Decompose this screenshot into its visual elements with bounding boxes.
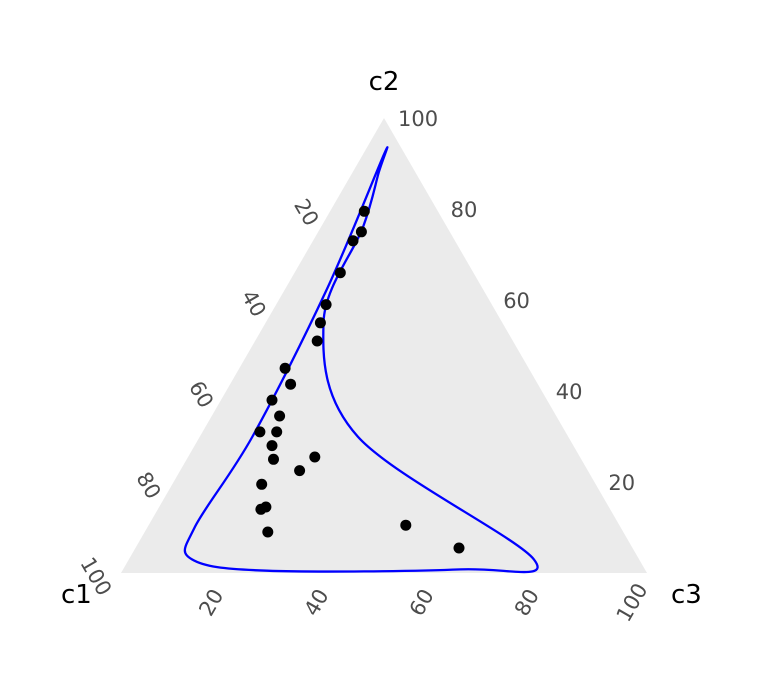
data-point <box>254 426 266 438</box>
data-points <box>254 205 465 554</box>
data-point <box>358 205 370 217</box>
tick-label-c3: 20 <box>194 585 228 620</box>
data-point <box>285 378 297 390</box>
data-point <box>266 440 278 452</box>
tick-label-c2: 60 <box>503 289 530 313</box>
tick-label-c2: 80 <box>451 198 478 222</box>
data-point <box>266 394 278 406</box>
data-point <box>255 503 267 515</box>
ternary-plot-area <box>121 118 647 573</box>
data-point <box>453 542 465 554</box>
data-point <box>309 451 321 463</box>
corner-label-c2: c2 <box>369 67 400 97</box>
tick-label-c1: 40 <box>237 286 271 321</box>
tick-label-c2: 100 <box>398 107 438 131</box>
tick-label-c1: 80 <box>131 468 165 503</box>
data-point <box>314 317 326 329</box>
data-point <box>400 519 412 531</box>
data-point <box>334 267 346 279</box>
tick-label-c3: 80 <box>510 585 544 620</box>
data-point <box>320 299 332 311</box>
axis-c2-ticks: 20 40 60 80 100 <box>398 107 635 495</box>
tick-label-c1: 20 <box>289 195 323 230</box>
data-point <box>347 235 359 247</box>
corner-label-c1: c1 <box>61 580 92 610</box>
data-point <box>311 335 323 347</box>
tick-label-c3: 100 <box>612 579 653 626</box>
tick-label-c2: 20 <box>608 471 635 495</box>
data-point <box>262 526 274 538</box>
data-point <box>355 226 367 238</box>
axis-c3-ticks: 20 40 60 80 100 <box>194 579 652 626</box>
tick-label-c1: 60 <box>184 377 218 412</box>
data-point <box>256 478 268 490</box>
data-point <box>268 453 279 465</box>
tick-label-c3: 40 <box>299 585 333 620</box>
corner-label-c3: c3 <box>671 580 702 610</box>
tick-label-c3: 60 <box>405 585 439 620</box>
data-point <box>294 465 306 477</box>
tick-label-c2: 40 <box>556 380 583 404</box>
data-point <box>279 362 291 374</box>
data-point <box>271 426 283 438</box>
data-point <box>274 410 286 422</box>
